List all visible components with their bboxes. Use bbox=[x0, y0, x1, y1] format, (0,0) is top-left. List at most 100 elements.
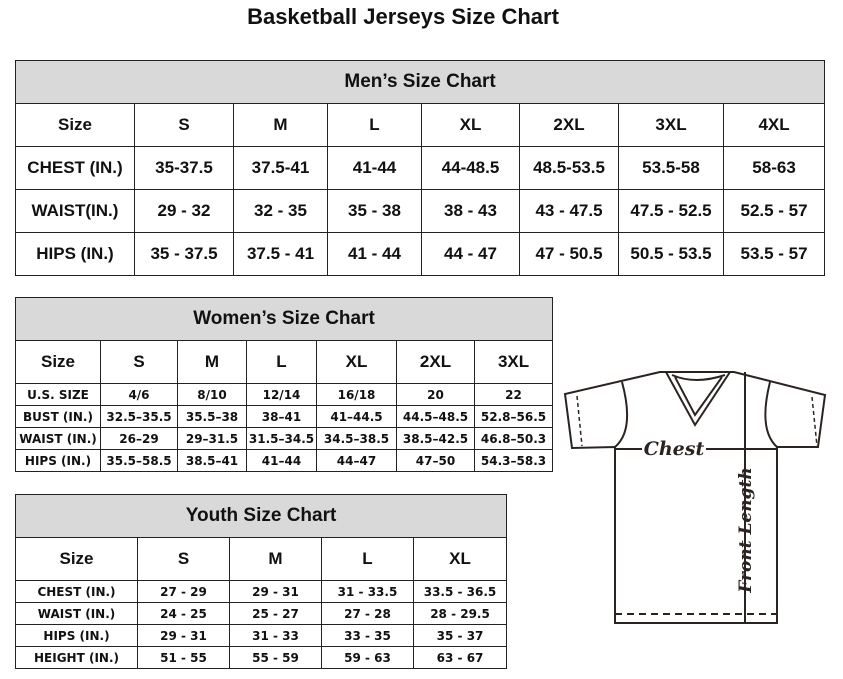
column-header: M bbox=[177, 340, 247, 384]
column-header: 3XL bbox=[618, 103, 724, 147]
table-cell: 33 - 35 bbox=[321, 624, 414, 647]
column-header: XL bbox=[421, 103, 520, 147]
row-label: U.S. SIZE bbox=[15, 383, 101, 406]
table-row: BUST (IN.) 32.5–35.5 35.5–38 38–41 41–44.5 44… bbox=[15, 405, 554, 428]
table-cell: 51 - 55 bbox=[137, 646, 230, 669]
table-cell: 22 bbox=[473, 383, 554, 406]
column-header: M bbox=[229, 537, 322, 581]
table-cell: 31 - 33 bbox=[229, 624, 322, 647]
table-cell: 47 - 50.5 bbox=[519, 232, 619, 276]
table-cell: 46.8–50.3 bbox=[473, 427, 554, 450]
table-cell: 38 - 43 bbox=[421, 189, 520, 233]
column-header: L bbox=[327, 103, 422, 147]
table-cell: 52.8–56.5 bbox=[473, 405, 554, 428]
table-cell: 4/6 bbox=[100, 383, 178, 406]
table-cell: 16/18 bbox=[316, 383, 397, 406]
jersey-diagram: Chest Front Length bbox=[563, 371, 827, 624]
table-cell: 44–47 bbox=[316, 449, 397, 472]
row-label: CHEST (IN.) bbox=[15, 146, 135, 190]
table-cell: 52.5 - 57 bbox=[722, 189, 826, 233]
table-row: HIPS (IN.) 35.5–58.5 38.5–41 41–44 44–47 47–5… bbox=[15, 449, 554, 472]
table-header-row: Size S M L XL 2XL 3XL 4XL bbox=[15, 103, 826, 147]
row-label: WAIST(IN.) bbox=[15, 189, 135, 233]
table-cell: 41–44.5 bbox=[316, 405, 397, 428]
table-cell: 53.5 - 57 bbox=[722, 232, 826, 276]
table-cell: 29 - 32 bbox=[134, 189, 234, 233]
table-cell: 32 - 35 bbox=[233, 189, 328, 233]
table-cell: 25 - 27 bbox=[229, 602, 322, 625]
table-cell: 29 - 31 bbox=[137, 624, 230, 647]
youth-size-table: Youth Size Chart Size S M L XL CHEST (IN.) 27 -… bbox=[14, 494, 508, 669]
table-row: WAIST (IN.) 26–29 29–31.5 31.5–34.5 34.5–38.… bbox=[15, 427, 554, 450]
table-cell: 27 - 29 bbox=[137, 580, 230, 603]
table-row: HIPS (IN.) 29 - 31 31 - 33 33 - 35 35 - 37 bbox=[15, 624, 508, 647]
table-cell: 43 - 47.5 bbox=[519, 189, 619, 233]
column-header: Size bbox=[15, 537, 138, 581]
table-row: WAIST (IN.) 24 - 25 25 - 27 27 - 28 28 - 29.… bbox=[15, 602, 508, 625]
table-cell: 37.5-41 bbox=[233, 146, 328, 190]
table-cell: 33.5 - 36.5 bbox=[412, 580, 508, 603]
table-cell: 63 - 67 bbox=[412, 646, 508, 669]
table-row: HEIGHT (IN.) 51 - 55 55 - 59 59 - 63 63 - 67 bbox=[15, 646, 508, 669]
column-header: 3XL bbox=[473, 340, 554, 384]
table-cell: 47.5 - 52.5 bbox=[618, 189, 724, 233]
column-header: Size bbox=[15, 340, 101, 384]
table-cell: 35.5–58.5 bbox=[100, 449, 178, 472]
table-title: Men’s Size Chart bbox=[14, 60, 826, 104]
table-cell: 35 - 37.5 bbox=[134, 232, 234, 276]
table-cell: 35 - 38 bbox=[327, 189, 422, 233]
column-header: 2XL bbox=[519, 103, 619, 147]
row-label: HEIGHT (IN.) bbox=[15, 646, 138, 669]
table-cell: 8/10 bbox=[177, 383, 247, 406]
table-title-row: Men’s Size Chart bbox=[14, 60, 826, 104]
column-header: 4XL bbox=[722, 103, 826, 147]
table-cell: 24 - 25 bbox=[137, 602, 230, 625]
table-title-row: Women’s Size Chart bbox=[14, 297, 554, 341]
row-label: CHEST (IN.) bbox=[15, 580, 138, 603]
table-cell: 47–50 bbox=[396, 449, 475, 472]
column-header: XL bbox=[316, 340, 397, 384]
row-label: WAIST (IN.) bbox=[15, 602, 138, 625]
table-row: HIPS (IN.) 35 - 37.5 37.5 - 41 41 - 44 44 - … bbox=[15, 232, 826, 276]
table-cell: 59 - 63 bbox=[321, 646, 414, 669]
table-cell: 27 - 28 bbox=[321, 602, 414, 625]
table-cell: 38–41 bbox=[246, 405, 317, 428]
row-label: HIPS (IN.) bbox=[15, 232, 135, 276]
table-cell: 26–29 bbox=[100, 427, 178, 450]
table-title: Youth Size Chart bbox=[14, 494, 508, 538]
table-row: CHEST (IN.) 35-37.5 37.5-41 41-44 44-48.5 48.… bbox=[15, 146, 826, 190]
column-header: XL bbox=[412, 537, 508, 581]
table-row: CHEST (IN.) 27 - 29 29 - 31 31 - 33.5 33.5 -… bbox=[15, 580, 508, 603]
table-cell: 44.5–48.5 bbox=[396, 405, 475, 428]
table-row: WAIST(IN.) 29 - 32 32 - 35 35 - 38 38 - 43 43… bbox=[15, 189, 826, 233]
shirt-outline bbox=[563, 371, 827, 624]
table-cell: 55 - 59 bbox=[229, 646, 322, 669]
column-header: S bbox=[100, 340, 178, 384]
table-cell: 50.5 - 53.5 bbox=[618, 232, 724, 276]
column-header: L bbox=[321, 537, 414, 581]
table-cell: 29 - 31 bbox=[229, 580, 322, 603]
table-cell: 41–44 bbox=[246, 449, 317, 472]
table-cell: 58-63 bbox=[722, 146, 826, 190]
column-header: S bbox=[134, 103, 234, 147]
table-cell: 32.5–35.5 bbox=[100, 405, 178, 428]
table-title: Women’s Size Chart bbox=[14, 297, 554, 341]
table-cell: 34.5–38.5 bbox=[316, 427, 397, 450]
table-cell: 54.3–58.3 bbox=[473, 449, 554, 472]
column-header: M bbox=[233, 103, 328, 147]
page-title: Basketball Jerseys Size Chart bbox=[247, 4, 559, 29]
table-cell: 31.5–34.5 bbox=[246, 427, 317, 450]
table-cell: 35 - 37 bbox=[412, 624, 508, 647]
row-label: WAIST (IN.) bbox=[15, 427, 101, 450]
table-cell: 29–31.5 bbox=[177, 427, 247, 450]
table-cell: 35.5–38 bbox=[177, 405, 247, 428]
chest-label: Chest bbox=[644, 438, 705, 460]
row-label: BUST (IN.) bbox=[15, 405, 101, 428]
table-row: U.S. SIZE 4/6 8/10 12/14 16/18 20 22 bbox=[15, 383, 554, 406]
column-header: L bbox=[246, 340, 317, 384]
front-length-label: Front Length bbox=[736, 467, 756, 593]
column-header: S bbox=[137, 537, 230, 581]
table-cell: 53.5-58 bbox=[618, 146, 724, 190]
mens-size-table: Men’s Size Chart Size S M L XL 2XL 3XL 4XL CHEST … bbox=[14, 60, 826, 276]
